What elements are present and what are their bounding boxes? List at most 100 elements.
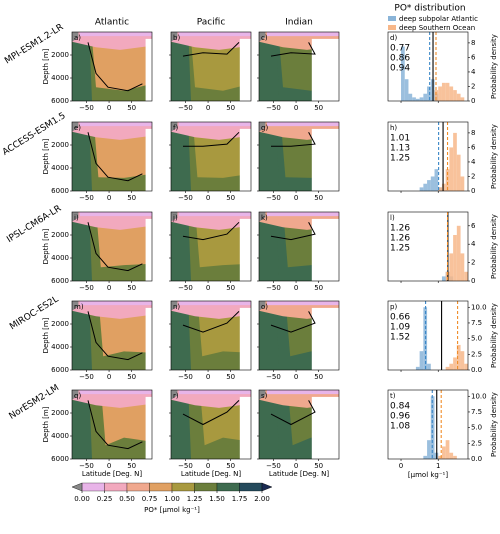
x-tick-label: 0 — [294, 194, 298, 202]
land-mask — [311, 307, 339, 370]
histogram-bar — [423, 93, 428, 101]
contour-fill — [267, 122, 339, 127]
contour-fill — [171, 309, 191, 370]
y-tick-label: 2 — [471, 82, 475, 90]
histogram-bar — [404, 79, 409, 101]
colorbar-label: PO* [μmol kg⁻¹] — [144, 506, 200, 514]
contour-fill — [72, 130, 92, 191]
histogram-bar — [449, 86, 454, 101]
panel-letter: o) — [261, 303, 268, 311]
value-label: 0.84 — [390, 402, 410, 412]
contour-fill — [179, 212, 251, 217]
land — [259, 212, 266, 222]
histogram-bar — [456, 225, 461, 281]
contour-fill — [72, 32, 152, 50]
contour-line — [87, 400, 143, 450]
x-tick-label: 0 — [206, 462, 210, 470]
panel-letter: h) — [390, 124, 397, 132]
panel-letter: s) — [261, 392, 268, 400]
contour-fill — [171, 301, 251, 319]
colorbar-tick-label: 1.25 — [187, 495, 203, 503]
histogram-bar — [453, 455, 457, 459]
axes-frame — [387, 300, 469, 371]
x-tick-label: 50 — [226, 373, 235, 381]
x-tick-label: 0 — [107, 373, 111, 381]
y-tick-label: 6000 — [51, 455, 69, 463]
value-label: 1.13 — [390, 144, 410, 154]
contour-panel — [259, 32, 339, 101]
panel-letter: p) — [390, 303, 397, 311]
land — [171, 301, 178, 311]
colorbar-extend — [71, 482, 83, 492]
land — [72, 212, 79, 222]
contour-fill — [171, 390, 251, 408]
x-tick-label: 0 — [399, 462, 403, 470]
value-label: 1.25 — [390, 244, 410, 254]
contour-panel — [259, 301, 339, 370]
contour-line — [270, 311, 316, 333]
y-axis-label: Probability density — [490, 124, 498, 189]
contour-fill — [80, 122, 152, 127]
contour-fill — [80, 32, 152, 37]
axes-frame — [387, 211, 469, 282]
y-axis-label: Depth [m] — [42, 317, 50, 353]
histogram-bar — [441, 276, 446, 281]
contour-line — [182, 400, 240, 426]
x-tick-label: 0 — [107, 284, 111, 292]
x-tick-label: 50 — [314, 373, 323, 381]
colorbar-cell — [126, 482, 150, 492]
value-label: 1.52 — [390, 333, 410, 343]
x-axis-label: Latitude [Deg. N] — [269, 470, 330, 478]
x-tick-label: −50 — [79, 284, 94, 292]
land — [72, 301, 79, 311]
axes-frame — [387, 121, 469, 192]
colorbar-tick-label: 1.50 — [209, 495, 225, 503]
histogram-bar — [460, 176, 465, 191]
contour-fill — [72, 122, 152, 140]
x-tick-label: 50 — [127, 194, 136, 202]
histogram-bar — [456, 344, 461, 370]
y-tick-label: 6 — [471, 143, 476, 151]
histogram-bar — [401, 46, 405, 101]
y-tick-label: 10.0 — [471, 392, 487, 400]
histogram-title: PO* distribution — [394, 4, 465, 14]
y-tick-label: 6000 — [51, 187, 69, 195]
colorbar-tick-label: 0.25 — [97, 495, 113, 503]
x-tick-label: 0 — [294, 462, 298, 470]
x-tick-label: 0 — [206, 104, 210, 112]
contour-fill — [179, 390, 251, 395]
y-tick-label: 4000 — [51, 254, 69, 262]
histogram-bar — [460, 253, 465, 281]
land-mask — [239, 396, 251, 459]
x-tick-label: 50 — [314, 104, 323, 112]
x-tick-label: 50 — [226, 194, 235, 202]
land-mask — [239, 38, 251, 101]
y-axis-label: Probability density — [490, 214, 498, 279]
land-mask — [145, 128, 152, 191]
land — [72, 390, 79, 400]
land — [171, 32, 178, 42]
y-tick-label: 6000 — [51, 366, 69, 374]
y-tick-label: 4000 — [51, 164, 69, 172]
axes-frame — [71, 211, 153, 282]
histogram-bar — [423, 455, 428, 459]
panel-letter: f) — [173, 124, 178, 132]
x-tick-label: −50 — [79, 104, 94, 112]
colorbar-tick-label: 0.75 — [142, 495, 158, 503]
y-tick-label: 2000 — [51, 141, 69, 149]
axes-frame — [258, 121, 340, 192]
contour-fill — [80, 212, 152, 217]
land-mask — [145, 38, 152, 101]
y-axis-label: Depth [m] — [42, 138, 50, 174]
panel-letter: i) — [74, 214, 79, 222]
value-label: 0.86 — [390, 54, 410, 64]
x-tick-label: 50 — [226, 462, 235, 470]
value-label: 1.26 — [390, 224, 410, 234]
colorbar-cell — [216, 482, 240, 492]
panel-letter: e) — [74, 124, 81, 132]
x-tick-label: −50 — [266, 284, 281, 292]
contour-fill — [195, 218, 251, 268]
contour-panel — [259, 122, 339, 191]
histogram-bar — [453, 90, 457, 101]
x-tick-label: 50 — [314, 194, 323, 202]
